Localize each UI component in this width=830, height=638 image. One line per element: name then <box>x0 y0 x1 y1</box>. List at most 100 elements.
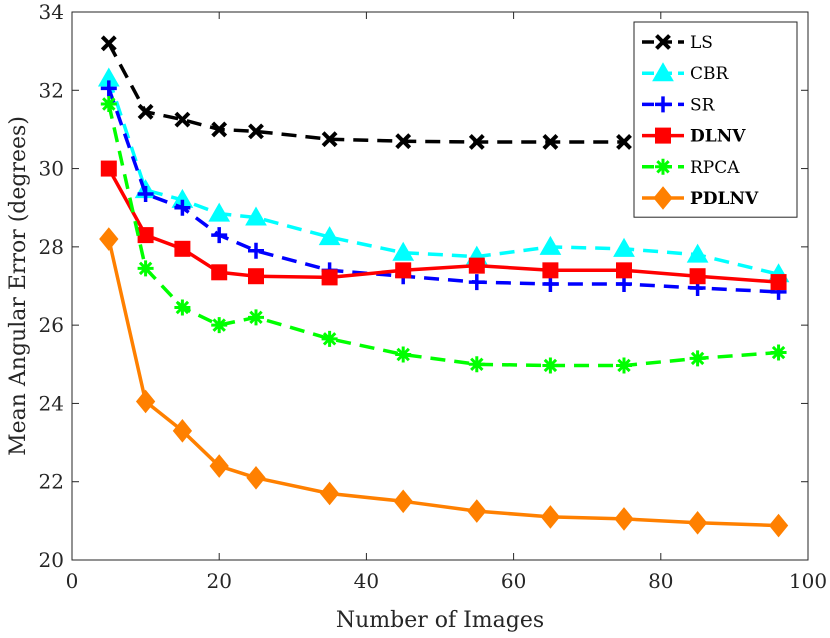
series-group <box>97 35 790 538</box>
x-tick-label: 20 <box>206 569 231 593</box>
data-point-triangle <box>652 62 674 82</box>
legend-item-rpca: RPCA <box>642 158 740 178</box>
data-point-triangle <box>613 237 635 257</box>
data-point-plus <box>616 276 632 293</box>
series-line <box>107 238 779 528</box>
data-point-triangle <box>318 226 341 246</box>
data-point-triangle <box>686 243 709 263</box>
data-point-asterisk <box>211 317 228 334</box>
data-point-diamond <box>653 186 673 210</box>
data-point-asterisk <box>321 330 338 347</box>
data-point-asterisk <box>248 309 264 326</box>
legend-item-pdlnv: PDLNV <box>642 186 759 210</box>
data-point-diamond <box>393 489 413 514</box>
data-point-square <box>211 264 228 281</box>
x-tick-label: 0 <box>66 569 79 593</box>
legend-item-ls: LS <box>642 33 713 53</box>
data-point-asterisk <box>174 299 191 316</box>
x-tick-label: 80 <box>648 569 673 593</box>
legend-label: PDLNV <box>690 189 759 209</box>
data-point-triangle <box>392 241 415 261</box>
legend-item-sr: SR <box>642 95 716 115</box>
series-rpca <box>100 95 787 374</box>
y-tick-label: 32 <box>39 78 64 102</box>
y-tick-label: 26 <box>39 313 64 337</box>
data-point-plus <box>211 227 228 244</box>
series-pdlnv <box>99 227 789 538</box>
data-point-square <box>321 269 338 286</box>
y-tick-label: 34 <box>39 0 64 24</box>
y-axis-label: Mean Angular Error (degrees) <box>6 116 31 456</box>
y-tick-label: 20 <box>39 548 64 572</box>
series-line <box>107 42 624 144</box>
data-point-square <box>770 274 787 291</box>
data-point-plus <box>137 186 154 203</box>
x-tick-label: 100 <box>789 569 827 593</box>
data-point-plus <box>100 80 117 97</box>
data-point-asterisk <box>137 260 154 277</box>
data-point-plus <box>655 96 671 113</box>
series-dlnv <box>100 160 787 291</box>
data-point-diamond <box>319 481 340 506</box>
y-tick-label: 24 <box>39 391 64 415</box>
data-point-plus <box>248 242 264 259</box>
data-point-diamond <box>246 466 266 490</box>
data-point-x <box>655 34 671 50</box>
legend-label: CBR <box>690 64 730 84</box>
data-point-plus <box>542 276 559 293</box>
data-point-diamond <box>209 454 229 478</box>
data-point-x <box>137 103 154 120</box>
x-tick-label: 40 <box>354 569 379 593</box>
data-point-square <box>655 127 671 144</box>
data-point-triangle <box>245 206 267 226</box>
data-point-square <box>689 268 706 285</box>
series-line <box>107 77 780 277</box>
data-point-asterisk <box>395 346 412 363</box>
y-tick-label: 30 <box>39 157 64 181</box>
series-line <box>107 103 779 368</box>
data-point-x <box>395 133 412 150</box>
data-point-square <box>100 160 117 177</box>
data-point-diamond <box>687 511 708 535</box>
data-point-x <box>321 131 338 148</box>
data-point-x <box>211 121 228 138</box>
data-point-plus <box>174 199 191 216</box>
data-point-diamond <box>467 499 487 523</box>
data-point-x <box>174 111 191 128</box>
data-point-diamond <box>614 507 634 531</box>
y-tick-label: 22 <box>39 470 64 494</box>
legend-item-cbr: CBR <box>642 62 730 84</box>
legend-box <box>633 21 798 218</box>
series-ls <box>100 35 632 150</box>
data-point-x <box>542 134 559 150</box>
legend-item-dlnv: DLNV <box>642 127 746 147</box>
y-tick-label: 28 <box>39 235 64 259</box>
data-point-x <box>248 123 264 140</box>
data-point-asterisk <box>542 357 559 374</box>
legend-label: SR <box>690 95 716 115</box>
data-point-diamond <box>135 389 156 414</box>
data-point-diamond <box>540 505 561 529</box>
data-point-plus <box>468 274 485 291</box>
data-point-diamond <box>99 227 119 251</box>
x-tick-label: 60 <box>501 569 526 593</box>
data-point-square <box>248 268 264 285</box>
data-point-asterisk <box>468 356 485 373</box>
data-point-asterisk <box>655 158 671 175</box>
data-point-diamond <box>172 419 193 443</box>
data-point-square <box>616 262 632 279</box>
data-point-triangle <box>208 202 231 222</box>
data-point-x <box>468 134 485 150</box>
legend-label: LS <box>690 33 713 53</box>
data-point-square <box>137 227 154 244</box>
data-point-x <box>100 35 117 52</box>
data-point-asterisk <box>100 95 117 112</box>
data-point-asterisk <box>689 350 706 367</box>
data-point-square <box>174 240 191 257</box>
data-point-asterisk <box>770 344 787 361</box>
data-point-x <box>616 134 632 150</box>
plot-frame <box>71 11 809 561</box>
data-point-square <box>468 257 485 274</box>
